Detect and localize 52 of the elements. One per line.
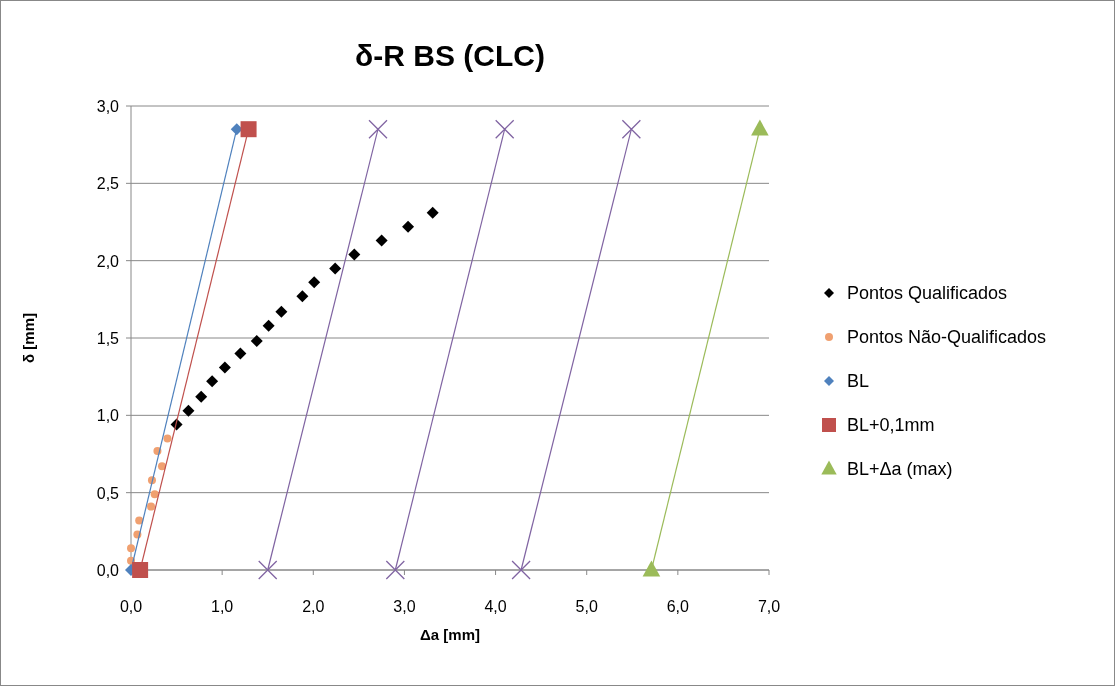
y-tick-label: 1,0	[96, 407, 120, 425]
y-tick-label: 0,5	[96, 484, 120, 502]
point	[218, 361, 231, 374]
point	[368, 119, 388, 139]
point	[258, 560, 278, 580]
point	[147, 502, 156, 511]
point	[182, 404, 195, 417]
y-tick-label: 1,5	[96, 330, 120, 347]
point	[329, 262, 342, 275]
point	[250, 335, 263, 348]
point	[150, 490, 159, 499]
legend-label: BL+0,1mm	[847, 415, 935, 435]
x-tick-label: 2,0	[302, 598, 325, 615]
point	[402, 220, 415, 233]
legend-label: BL	[847, 371, 870, 391]
x-tick-label: 1,0	[211, 598, 234, 615]
point	[157, 462, 166, 471]
point	[234, 347, 247, 360]
x-tick-label: 4,0	[484, 598, 507, 615]
point	[348, 248, 361, 261]
x-axis-title: Δa [mm]	[420, 626, 480, 643]
point	[195, 390, 208, 403]
x-tick-label: 6,0	[666, 598, 690, 615]
y-axis-title: δ [mm]	[20, 313, 37, 363]
point	[206, 375, 219, 388]
point	[296, 290, 309, 303]
y-tick-label: 2,5	[96, 175, 120, 193]
point	[385, 560, 405, 580]
point	[621, 119, 642, 139]
point	[275, 305, 288, 318]
point	[127, 544, 135, 553]
point	[132, 562, 149, 578]
point	[262, 319, 275, 332]
x-tick-label: 3,0	[393, 598, 416, 615]
chart-title: δ-R BS (CLC)	[355, 39, 545, 72]
legend-label: Pontos Não-Qualificados	[847, 327, 1047, 347]
point	[511, 560, 531, 580]
point	[163, 434, 172, 443]
point	[308, 276, 321, 289]
y-tick-label: 3,0	[96, 98, 120, 115]
legend-label: BL+Δa (max)	[847, 459, 953, 479]
point	[495, 119, 515, 139]
x-tick-label: 5,0	[575, 598, 598, 615]
point	[375, 234, 388, 247]
legend-label: Pontos Qualificados	[847, 283, 1008, 303]
x-tick-label: 7,0	[757, 598, 781, 615]
point	[240, 121, 257, 138]
y-tick-label: 2,0	[96, 252, 120, 270]
x-tick-label: 0,0	[119, 598, 143, 615]
point	[135, 516, 144, 525]
point	[426, 206, 439, 219]
y-tick-label: 0,0	[96, 562, 120, 579]
